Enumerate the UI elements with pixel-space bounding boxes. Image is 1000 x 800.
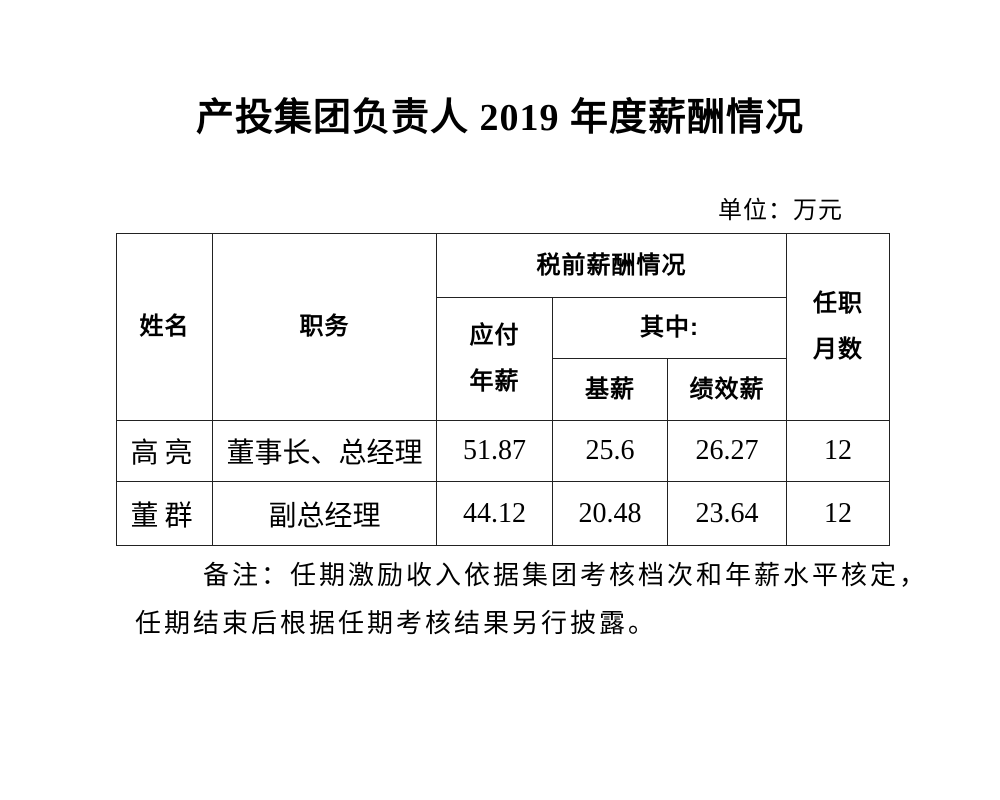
header-pretax-group: 税前薪酬情况	[436, 233, 787, 298]
header-row-3: 基薪 绩效薪	[117, 358, 890, 421]
footnote-line-2: 任期结束后根据任期考核结果另行披露。	[135, 609, 658, 638]
footnote: 备注：任期激励收入依据集团考核档次和年薪水平核定， 任期结束后根据任期考核结果另…	[135, 552, 935, 648]
footnote-line-1: 备注：任期激励收入依据集团考核档次和年薪水平核定，	[203, 561, 929, 590]
header-performance-salary: 绩效薪	[667, 358, 787, 421]
cell-months: 12	[786, 481, 890, 546]
cell-base: 25.6	[552, 420, 668, 482]
cell-payable: 51.87	[436, 420, 553, 482]
cell-performance: 26.27	[667, 420, 787, 482]
cell-position: 副总经理	[212, 481, 437, 546]
header-row-1: 姓名 职务 税前薪酬情况 任职 月数	[116, 233, 890, 421]
page-title: 产投集团负责人 2019 年度薪酬情况	[195, 97, 804, 139]
table-row: 高亮 董事长、总经理 51.87 25.6 26.27 12	[116, 420, 890, 482]
header-name: 姓名	[116, 233, 213, 421]
cell-name: 董群	[116, 481, 213, 546]
cell-performance: 23.64	[667, 481, 787, 546]
header-including: 其中:	[552, 297, 787, 359]
salary-table-body: 高亮 董事长、总经理 51.87 25.6 26.27 12 董群 副总经理 4…	[116, 420, 890, 546]
cell-base: 20.48	[552, 481, 668, 546]
header-position: 职务	[212, 233, 437, 421]
header-tenure-months: 任职 月数	[786, 233, 890, 421]
header-payable-annual-salary: 应付 年薪	[436, 297, 553, 421]
cell-name: 高亮	[116, 420, 213, 482]
salary-table-header: 姓名 职务 税前薪酬情况 任职 月数 应付 年薪 其中: 基薪 绩效薪	[116, 233, 890, 421]
header-base-salary: 基薪	[552, 358, 668, 421]
salary-table: 姓名 职务 税前薪酬情况 任职 月数 应付 年薪 其中: 基薪 绩效薪 高亮 董…	[116, 233, 890, 546]
table-row: 董群 副总经理 44.12 20.48 23.64 12	[116, 481, 890, 546]
unit-label: 单位：万元	[718, 198, 843, 224]
cell-payable: 44.12	[436, 481, 553, 546]
cell-months: 12	[786, 420, 890, 482]
cell-position: 董事长、总经理	[212, 420, 437, 482]
